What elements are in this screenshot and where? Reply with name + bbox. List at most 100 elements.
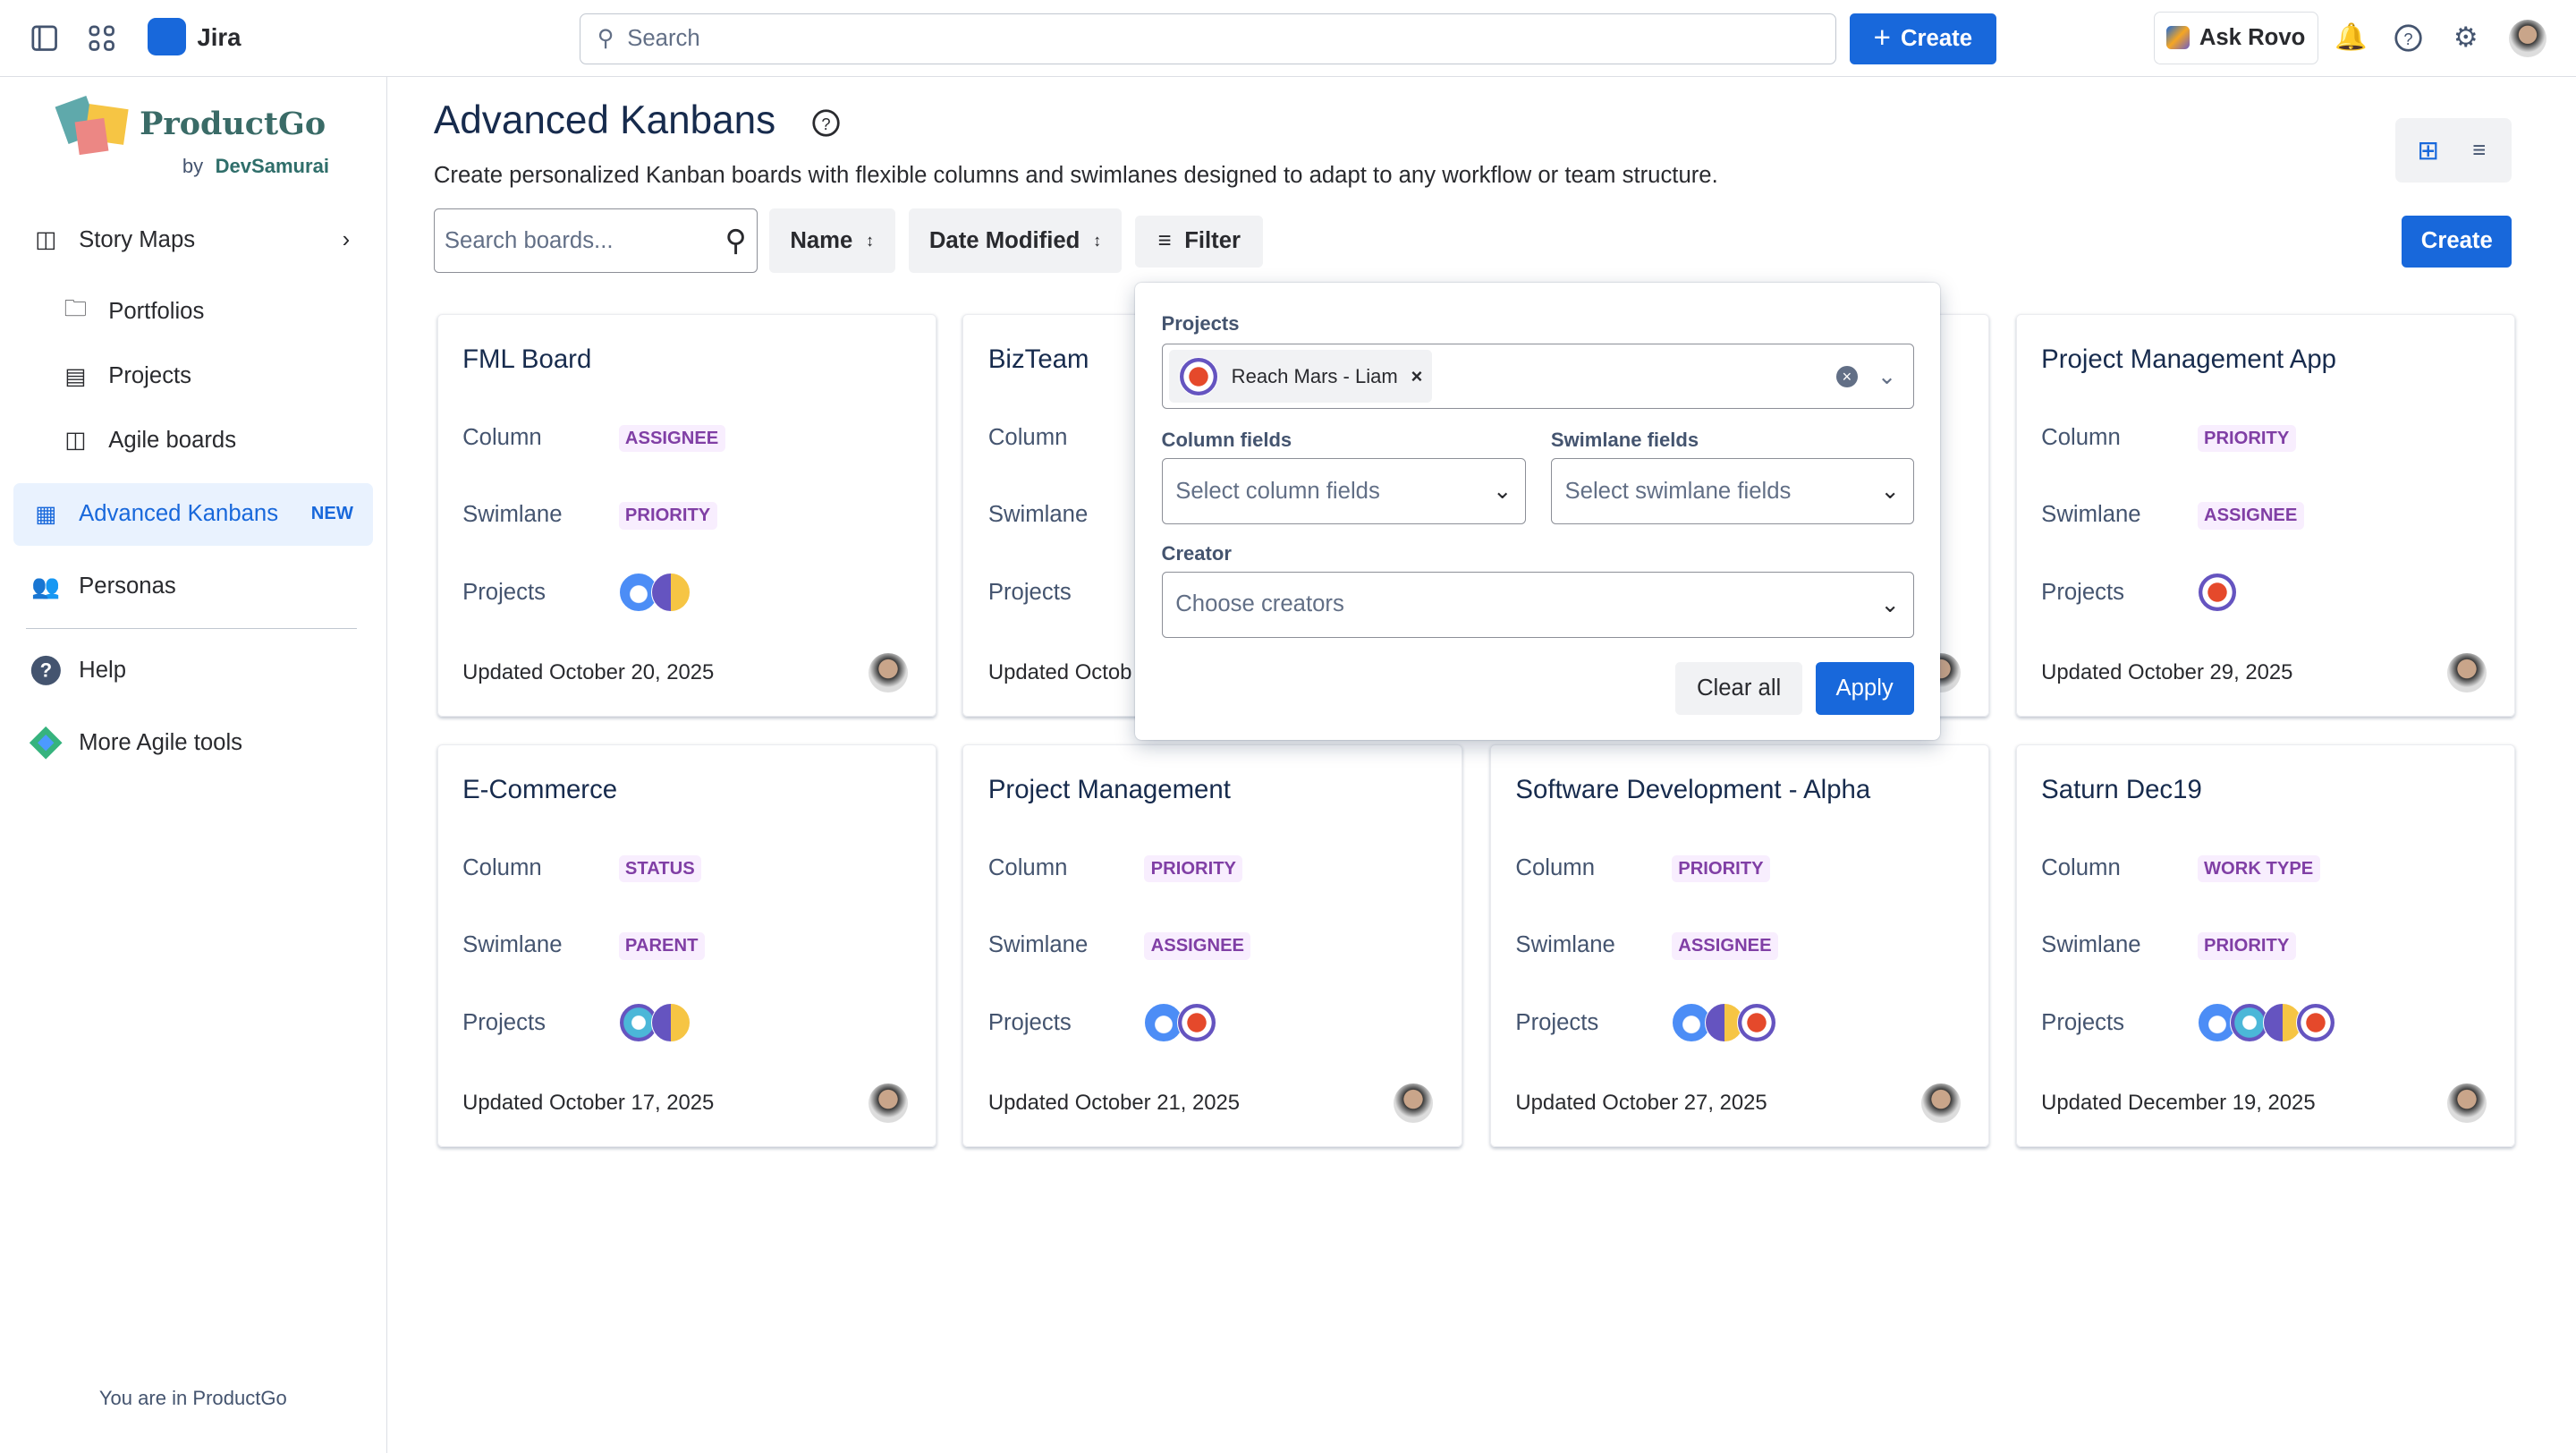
chevron-down-icon[interactable]: ⌄ — [1877, 363, 1897, 389]
page-title: Advanced Kanbans — [433, 98, 776, 143]
remove-chip-icon[interactable]: × — [1411, 364, 1423, 387]
board-title[interactable]: FML Board — [462, 344, 592, 374]
swimlane-field-tag: ASSIGNEE — [2197, 502, 2304, 530]
board-card[interactable]: Saturn Dec19 Column Swimlane Projects WOR… — [2015, 744, 2515, 1147]
apply-button[interactable]: Apply — [1815, 662, 1914, 715]
column-fields-select[interactable]: Select column fields ⌄ — [1161, 458, 1527, 524]
rovo-label: Ask Rovo — [2199, 24, 2306, 50]
board-card[interactable]: Project Management Column Swimlane Proje… — [962, 744, 1462, 1147]
user-avatar[interactable] — [2508, 20, 2546, 58]
sidebar-item-portfolios[interactable]: 🗀 Portfolios — [13, 281, 373, 344]
board-title[interactable]: Software Development - Alpha — [1515, 775, 1871, 805]
board-title[interactable]: Saturn Dec19 — [2041, 775, 2202, 805]
sidebar-item-story-maps[interactable]: ◫ Story Maps › — [13, 208, 373, 271]
project-mars-icon[interactable] — [2295, 1003, 2335, 1043]
updated-value: December 19, 2025 — [2128, 1090, 2316, 1115]
board-card[interactable]: Software Development - Alpha Column Swim… — [1489, 744, 1990, 1147]
board-title[interactable]: Project Management App — [2041, 344, 2337, 374]
sort-name-button[interactable]: Name ↕ — [768, 208, 895, 273]
swimlane-label: Swimlane — [1515, 932, 1615, 958]
app-switcher-icon[interactable] — [86, 21, 119, 55]
sort-date-label: Date Modified — [928, 227, 1080, 253]
updated-date: Updated October 17, 2025 — [462, 1091, 714, 1116]
brand-by: by — [182, 154, 204, 177]
swimlane-fields-select[interactable]: Select swimlane fields ⌄ — [1550, 458, 1914, 524]
projects-icon: ▤ — [64, 363, 87, 389]
create-button[interactable]: + Create — [1850, 13, 1996, 64]
search-boards-input[interactable]: Search boards... ⚲ — [433, 208, 758, 273]
brand-name: ProductGo — [140, 105, 326, 142]
creator-label: Creator — [1161, 542, 1232, 565]
board-card[interactable]: FML Board Column Swimlane Projects ASSIGN… — [436, 313, 936, 717]
list-view-icon[interactable]: ≡ — [2472, 138, 2487, 164]
jira-logo[interactable] — [148, 18, 186, 56]
column-field-tag: ASSIGNEE — [618, 424, 725, 453]
settings-gear-icon[interactable]: ⚙ — [2453, 21, 2479, 54]
search-boards-placeholder: Search boards... — [444, 227, 614, 253]
updated-label: Updated — [1515, 1090, 1597, 1115]
column-label: Column — [2041, 855, 2121, 881]
project-mars-icon[interactable] — [1177, 1003, 1217, 1043]
project-cloud-icon[interactable] — [618, 573, 658, 613]
project-mars-icon[interactable] — [2197, 573, 2237, 613]
board-card[interactable]: Project Management App Column Swimlane P… — [2015, 313, 2515, 717]
board-card[interactable]: E-Commerce Column Swimlane Projects STATU… — [436, 744, 936, 1147]
sidebar-item-agile-boards[interactable]: ◫ Agile boards — [13, 409, 373, 472]
filter-button[interactable]: ≡ Filter — [1135, 215, 1264, 268]
creator-avatar[interactable] — [2446, 1083, 2487, 1124]
sort-icon: ↕ — [1093, 231, 1102, 251]
project-bird-icon[interactable] — [651, 573, 691, 613]
app-name[interactable]: Jira — [197, 22, 242, 51]
grid-view-icon[interactable]: ⊞ — [2417, 136, 2439, 166]
help-icon[interactable]: ? — [2392, 21, 2425, 55]
projects-label: Projects — [987, 579, 1072, 605]
project-cloud-icon[interactable] — [1144, 1003, 1184, 1043]
svg-text:?: ? — [2403, 30, 2412, 48]
column-field-tag: WORK TYPE — [2197, 855, 2320, 883]
create-board-button[interactable]: Create — [2402, 215, 2512, 268]
project-robot-icon[interactable] — [2230, 1003, 2270, 1043]
ask-rovo-button[interactable]: Ask Rovo — [2153, 11, 2318, 64]
board-title[interactable]: Project Management — [987, 775, 1231, 805]
creator-avatar[interactable] — [1394, 1083, 1434, 1124]
sidebar-item-more-agile-tools[interactable]: More Agile tools — [13, 711, 373, 774]
chevron-down-icon: ⌄ — [1880, 479, 1901, 505]
project-mars-icon — [1178, 356, 1218, 396]
chevron-down-icon: ⌄ — [1880, 591, 1901, 617]
help-icon[interactable]: ? — [811, 108, 841, 145]
clear-all-button[interactable]: Clear all — [1675, 662, 1802, 715]
sidebar-item-help[interactable]: ? Help — [13, 639, 373, 701]
project-mars-icon[interactable] — [1737, 1003, 1777, 1043]
updated-value: October 20, 2025 — [548, 659, 715, 684]
sidebar-toggle-icon[interactable] — [28, 21, 61, 55]
notifications-bell-icon[interactable]: 🔔 — [2334, 22, 2368, 53]
creator-avatar[interactable] — [868, 653, 908, 693]
creator-avatar[interactable] — [1920, 1083, 1961, 1124]
board-title[interactable]: E-Commerce — [462, 775, 618, 805]
updated-label: Updated — [987, 659, 1070, 684]
swimlane-field-tag: ASSIGNEE — [1671, 932, 1778, 960]
sidebar-item-personas[interactable]: 👥 Personas — [13, 556, 373, 618]
clear-selection-icon[interactable]: × — [1835, 365, 1858, 387]
filter-label: Filter — [1184, 228, 1241, 254]
creator-avatar[interactable] — [868, 1083, 908, 1124]
project-bird-icon[interactable] — [1704, 1003, 1744, 1043]
sidebar-item-advanced-kanbans[interactable]: ▦ Advanced Kanbans NEW — [13, 482, 373, 546]
creator-avatar[interactable] — [2446, 653, 2487, 693]
sort-date-button[interactable]: Date Modified ↕ — [908, 208, 1123, 273]
project-avatars — [618, 573, 691, 613]
kanban-icon: ▦ — [35, 501, 57, 527]
project-bird-icon[interactable] — [651, 1003, 691, 1043]
creator-select[interactable]: Choose creators ⌄ — [1161, 572, 1914, 638]
project-cloud-icon[interactable] — [1671, 1003, 1711, 1043]
chevron-right-icon[interactable]: › — [342, 226, 351, 252]
selected-project-chip: Reach Mars - Liam × — [1168, 350, 1433, 403]
projects-select[interactable]: Reach Mars - Liam × × ⌄ — [1161, 343, 1914, 410]
projects-label: Projects — [987, 1009, 1072, 1035]
sidebar-item-label: Agile boards — [108, 427, 237, 453]
swimlane-label: Swimlane — [2041, 502, 2141, 528]
sidebar-item-label: Advanced Kanbans — [79, 501, 279, 527]
sidebar-item-projects[interactable]: ▤ Projects — [13, 345, 373, 408]
global-search-input[interactable]: ⚲ Search — [580, 13, 1837, 64]
board-title[interactable]: BizTeam — [987, 344, 1089, 374]
